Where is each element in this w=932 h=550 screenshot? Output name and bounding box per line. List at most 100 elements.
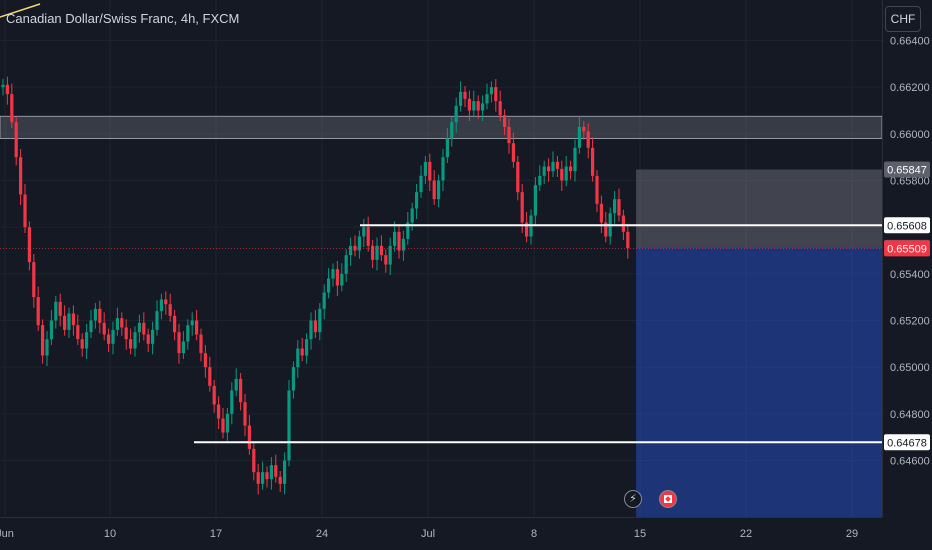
candle-body [49, 320, 53, 340]
currency-button[interactable]: CHF [885, 6, 921, 32]
candle-body [274, 465, 278, 477]
candle-body [538, 175, 542, 186]
candle-body [93, 308, 97, 321]
candle-body [357, 236, 361, 251]
candle-body [533, 185, 537, 216]
candle-body [23, 194, 27, 228]
candle-body [388, 245, 392, 265]
candle-body [410, 208, 414, 223]
candle-body [71, 313, 75, 326]
chart-grid [0, 3, 41, 18]
candle-body [415, 192, 419, 209]
candle-body [243, 402, 247, 426]
candle-body [278, 476, 282, 484]
candle-body [313, 320, 317, 333]
price-label-last-price: 0.65509 [887, 243, 927, 255]
candle-body [137, 322, 141, 333]
horizontal-lines [0, 224, 882, 444]
candle-body [441, 157, 445, 181]
time-tick-label: Jun [0, 528, 14, 540]
candle-body [375, 245, 379, 260]
candle-body [401, 238, 405, 251]
candle-body [432, 180, 436, 200]
candle-body [287, 390, 291, 461]
candle-body [234, 378, 238, 391]
candle-body [168, 304, 172, 316]
candle-body [463, 91, 467, 99]
price-label-target-zone-top: 0.65847 [887, 165, 927, 177]
candle-body [476, 101, 480, 111]
candle-body [507, 126, 511, 144]
candle-body [573, 147, 577, 172]
candle-body [58, 301, 62, 316]
candle-body [305, 339, 309, 356]
candle-body [318, 308, 322, 333]
candle-body [54, 301, 58, 321]
price-tick-label: 0.65800 [890, 176, 930, 188]
candle-body [503, 115, 507, 127]
candle-body [221, 418, 225, 433]
candle-body [111, 329, 115, 344]
candle-body [181, 341, 185, 354]
candle-body [331, 269, 335, 279]
candlestick-series [1, 76, 630, 495]
candle-body [230, 390, 234, 414]
candle-body [423, 161, 427, 176]
candle-body [177, 332, 181, 354]
candle-body [586, 131, 590, 148]
price-tick-label: 0.66200 [890, 82, 930, 94]
candle-body [76, 325, 80, 340]
candle-body [115, 318, 119, 330]
candle-body [239, 378, 243, 403]
price-label-bg [884, 161, 930, 178]
candle-body [146, 334, 150, 344]
candle-body [142, 322, 146, 335]
candle-body [419, 175, 423, 193]
candle-body [366, 227, 370, 246]
candle-body [569, 166, 573, 172]
candle-body [393, 231, 397, 246]
candle-body [14, 122, 18, 158]
candle-body [19, 157, 23, 195]
candle-body [89, 320, 93, 333]
candle-body [133, 332, 137, 349]
candle-body [617, 199, 621, 216]
candle-body [151, 329, 155, 344]
candle-body [542, 166, 546, 176]
canada-flag-icon[interactable] [659, 490, 677, 508]
candle-body [296, 348, 300, 368]
flash-icon[interactable]: ⚡ [624, 490, 642, 508]
candle-body [467, 98, 471, 111]
candle-body [256, 472, 260, 484]
candle-body [265, 472, 269, 480]
candle-body [450, 122, 454, 139]
candle-body [472, 101, 476, 111]
time-tick-label: Jul [421, 528, 435, 540]
candle-body [155, 311, 159, 330]
candle-body [599, 203, 603, 223]
candle-body [41, 325, 45, 356]
candle-body [626, 231, 630, 249]
stop-zone [636, 169, 882, 248]
candle-body [362, 227, 366, 237]
candle-body [516, 161, 520, 193]
candle-body [199, 334, 203, 354]
candle-body [291, 367, 295, 391]
candle-body [485, 94, 489, 104]
candle-body [269, 465, 273, 480]
candle-body [107, 334, 111, 344]
candle-body [621, 215, 625, 232]
price-tick-label: 0.66000 [890, 129, 930, 141]
candle-body [173, 315, 177, 333]
candle-body [159, 299, 163, 312]
candle-body [45, 339, 49, 356]
candle-body [195, 320, 199, 335]
candle-body [397, 231, 401, 251]
candle-body [379, 245, 383, 256]
time-axis[interactable]: Jun 10 17 24 Jul 8 15 22 29 [0, 517, 882, 541]
symbol-title[interactable]: Canadian Dollar/Swiss Franc, 4h, FXCM [6, 11, 240, 26]
candle-body [340, 273, 344, 286]
candle-body [489, 87, 493, 95]
